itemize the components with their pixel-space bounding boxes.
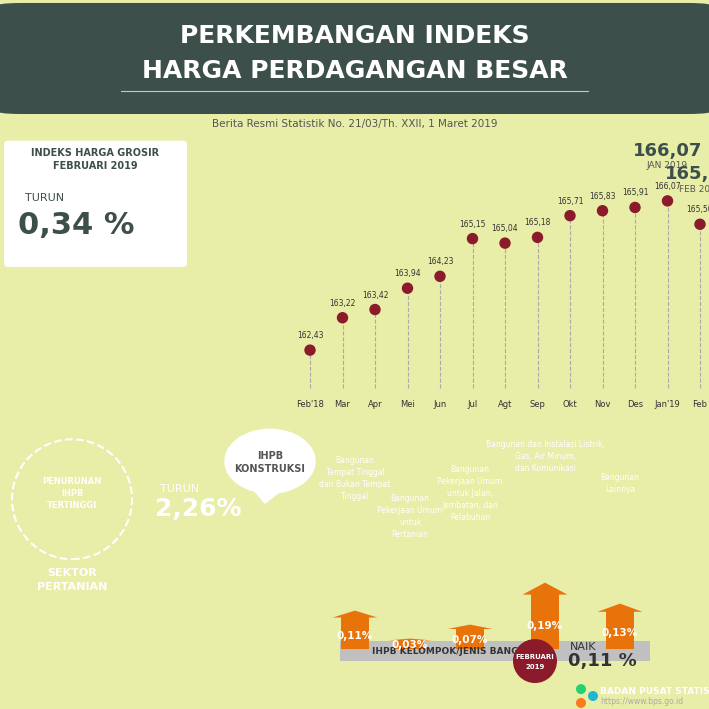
Text: Jul: Jul bbox=[467, 401, 478, 409]
Circle shape bbox=[435, 272, 445, 281]
Text: Apr: Apr bbox=[368, 401, 382, 409]
Circle shape bbox=[532, 233, 542, 242]
Text: 165,83: 165,83 bbox=[589, 191, 615, 201]
Text: TURUN: TURUN bbox=[160, 484, 199, 494]
Text: Jun: Jun bbox=[433, 401, 447, 409]
Text: IHPB: IHPB bbox=[257, 451, 283, 462]
Text: 2019: 2019 bbox=[525, 664, 545, 670]
Text: KONSTRUKSI: KONSTRUKSI bbox=[235, 464, 306, 474]
Text: 165,71: 165,71 bbox=[557, 196, 584, 206]
Circle shape bbox=[695, 219, 705, 229]
Circle shape bbox=[565, 211, 575, 220]
Text: PENURUNAN: PENURUNAN bbox=[43, 476, 101, 486]
Text: Bangunan dan Instalasi Listrik,
Gas, Air Minum,
dan Komunikasi: Bangunan dan Instalasi Listrik, Gas, Air… bbox=[486, 440, 605, 473]
Text: Berita Resmi Statistik No. 21/03/Th. XXII, 1 Maret 2019: Berita Resmi Statistik No. 21/03/Th. XXI… bbox=[212, 119, 497, 129]
Text: INDEKS HARGA GROSIR: INDEKS HARGA GROSIR bbox=[31, 147, 159, 157]
Text: Bangunan
Tempat Tinggal
dan Bukan Tempat
Tinggal: Bangunan Tempat Tinggal dan Bukan Tempat… bbox=[319, 457, 391, 501]
Text: Mar: Mar bbox=[335, 401, 350, 409]
Circle shape bbox=[662, 196, 673, 206]
Text: FEBRUARI 2019: FEBRUARI 2019 bbox=[52, 161, 138, 171]
Text: Bangunan
Pekerjaan Umum
untuk
Pertanian: Bangunan Pekerjaan Umum untuk Pertanian bbox=[377, 494, 442, 539]
Text: IHPB: IHPB bbox=[61, 489, 83, 498]
Text: NAIK: NAIK bbox=[570, 642, 596, 652]
Text: 2,26%: 2,26% bbox=[155, 497, 242, 521]
Text: Bangunan
Pekerjaan Umum
untuk Jalan,
Jembatan, dan
Pelabuhan: Bangunan Pekerjaan Umum untuk Jalan, Jem… bbox=[437, 466, 503, 522]
Text: Jan'19: Jan'19 bbox=[654, 401, 681, 409]
Text: Feb'18: Feb'18 bbox=[296, 401, 324, 409]
Text: 0,13%: 0,13% bbox=[602, 628, 638, 638]
Text: FEBRUARI: FEBRUARI bbox=[515, 654, 554, 660]
Circle shape bbox=[403, 283, 413, 294]
Circle shape bbox=[337, 313, 347, 323]
FancyBboxPatch shape bbox=[340, 641, 650, 661]
Text: 165,15: 165,15 bbox=[459, 220, 486, 228]
Text: 165,18: 165,18 bbox=[525, 218, 551, 228]
Text: 165,50: 165,50 bbox=[687, 205, 709, 214]
Text: SEKTOR: SEKTOR bbox=[47, 568, 97, 578]
FancyArrow shape bbox=[388, 639, 432, 649]
Text: 163,42: 163,42 bbox=[362, 291, 389, 299]
Text: 162,43: 162,43 bbox=[297, 331, 323, 340]
Text: JAN 2019: JAN 2019 bbox=[647, 162, 688, 170]
Circle shape bbox=[588, 691, 598, 701]
Text: TURUN: TURUN bbox=[25, 193, 64, 203]
Circle shape bbox=[576, 698, 586, 708]
Circle shape bbox=[370, 305, 380, 315]
Text: 166,07: 166,07 bbox=[654, 182, 681, 191]
Circle shape bbox=[467, 233, 477, 244]
Text: 165,04: 165,04 bbox=[491, 224, 518, 233]
Circle shape bbox=[598, 206, 608, 216]
Circle shape bbox=[305, 345, 315, 355]
Text: 0,19%: 0,19% bbox=[527, 621, 563, 631]
Text: HARGA PERDAGANGAN BESAR: HARGA PERDAGANGAN BESAR bbox=[142, 59, 567, 83]
Text: 0,34 %: 0,34 % bbox=[18, 211, 135, 240]
Text: 0,11%: 0,11% bbox=[337, 630, 373, 641]
Text: 163,94: 163,94 bbox=[394, 269, 421, 278]
Text: 0,11 %: 0,11 % bbox=[568, 652, 637, 670]
Text: BADAN PUSAT STATISTIK: BADAN PUSAT STATISTIK bbox=[600, 686, 709, 696]
Circle shape bbox=[576, 684, 586, 694]
Text: Feb: Feb bbox=[693, 401, 708, 409]
Text: 166,07: 166,07 bbox=[633, 142, 702, 160]
Text: 164,23: 164,23 bbox=[427, 257, 453, 267]
Text: Bangunan
Lainnya: Bangunan Lainnya bbox=[601, 473, 640, 493]
Ellipse shape bbox=[225, 429, 315, 493]
Text: TERTINGGI: TERTINGGI bbox=[47, 501, 97, 510]
FancyBboxPatch shape bbox=[0, 3, 709, 114]
FancyBboxPatch shape bbox=[4, 140, 187, 267]
Text: Agt: Agt bbox=[498, 401, 512, 409]
Circle shape bbox=[513, 639, 557, 683]
Text: 163,22: 163,22 bbox=[329, 298, 356, 308]
Circle shape bbox=[500, 238, 510, 248]
Text: Sep: Sep bbox=[530, 401, 545, 409]
Text: IHPB KELOMPOK/JENIS BANGUNAN: IHPB KELOMPOK/JENIS BANGUNAN bbox=[372, 647, 548, 656]
Text: https://www.bps.go.id: https://www.bps.go.id bbox=[600, 696, 683, 705]
Circle shape bbox=[630, 203, 640, 213]
Text: 165,91: 165,91 bbox=[622, 189, 648, 197]
Text: Mei: Mei bbox=[400, 401, 415, 409]
FancyArrow shape bbox=[333, 610, 377, 649]
Text: 165,50: 165,50 bbox=[665, 165, 709, 183]
Text: PERTANIAN: PERTANIAN bbox=[37, 582, 107, 592]
Text: Okt: Okt bbox=[563, 401, 577, 409]
FancyArrow shape bbox=[523, 583, 567, 649]
FancyArrow shape bbox=[447, 625, 492, 649]
Text: 0,07%: 0,07% bbox=[452, 635, 489, 645]
Text: Nov: Nov bbox=[594, 401, 610, 409]
Text: Des: Des bbox=[627, 401, 643, 409]
FancyArrow shape bbox=[598, 603, 642, 649]
Text: FEB 2019: FEB 2019 bbox=[679, 184, 709, 194]
Text: 0,03%: 0,03% bbox=[392, 640, 428, 650]
Polygon shape bbox=[255, 491, 280, 503]
Text: PERKEMBANGAN INDEKS: PERKEMBANGAN INDEKS bbox=[179, 24, 530, 48]
